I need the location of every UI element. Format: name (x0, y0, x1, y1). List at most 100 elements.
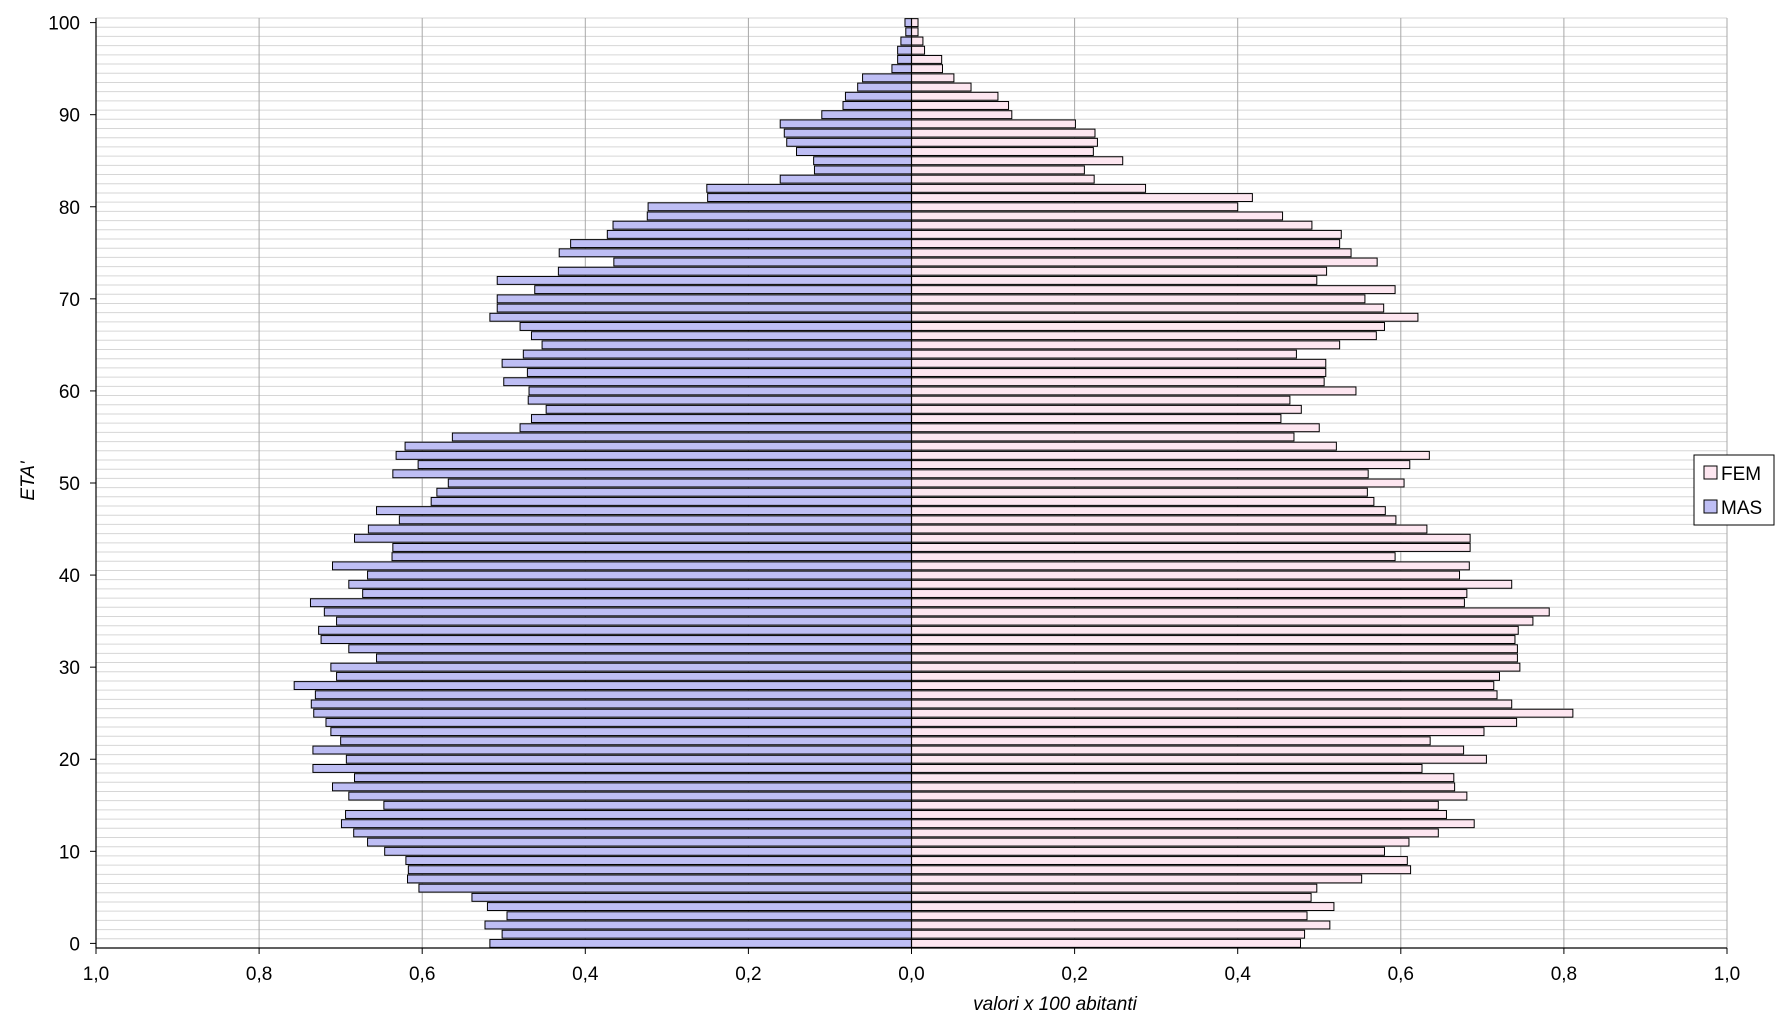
bar-mas-age-89 (779, 119, 913, 129)
bar-mas-age-32 (348, 644, 912, 654)
bar-fem-age-57 (911, 414, 1282, 424)
bar-mas-age-100 (904, 18, 913, 28)
bar-mas-age-80 (647, 202, 912, 212)
bar-mas-age-77 (606, 229, 912, 239)
legend-swatch-mas (1703, 499, 1718, 514)
bar-mas-age-25 (313, 708, 912, 718)
bar-fem-age-33 (911, 635, 1516, 644)
bar-fem-age-66 (911, 331, 1377, 341)
bar-fem-age-18 (911, 773, 1455, 783)
bar-fem-age-42 (911, 552, 1396, 562)
bar-fem-age-92 (911, 91, 999, 101)
bar-fem-age-36 (911, 607, 1550, 617)
bar-mas-age-78 (612, 220, 912, 230)
bar-mas-age-81 (707, 193, 912, 203)
bar-fem-age-75 (911, 248, 1352, 258)
bar-fem-age-95 (911, 64, 943, 74)
bar-mas-age-29 (336, 671, 912, 681)
bar-fem-age-35 (911, 616, 1534, 626)
bar-fem-age-83 (911, 174, 1095, 184)
bar-fem-age-85 (911, 156, 1124, 166)
bar-mas-age-98 (900, 36, 912, 46)
x-tick-labels: 1,0 0,8 0,6 0,4 0,2 0,0 0,2 0,4 0,6 0,8 1,0 (83, 964, 1740, 985)
bar-fem-age-64 (911, 349, 1297, 359)
bar-mas-age-74 (613, 257, 913, 267)
bar-mas-age-59 (527, 395, 913, 405)
bar-mas-age-12 (353, 828, 912, 838)
bar-fem-age-91 (911, 101, 1010, 110)
bar-fem-age-67 (911, 322, 1385, 331)
bar-fem-age-96 (911, 54, 943, 64)
bar-mas-age-68 (489, 312, 912, 322)
bar-mas-age-43 (392, 542, 913, 552)
bar-mas-age-5 (471, 892, 912, 902)
bar-fem-age-77 (911, 229, 1342, 239)
bar-fem-age-32 (911, 644, 1518, 654)
bar-mas-age-21 (312, 745, 913, 755)
bar-mas-age-97 (897, 45, 912, 55)
bar-mas-age-16 (348, 791, 912, 801)
bar-mas-age-2 (484, 920, 912, 930)
bar-mas-age-96 (897, 54, 912, 64)
bar-mas-age-8 (407, 865, 912, 875)
bar-fem-age-81 (911, 193, 1253, 203)
legend-swatch-fem (1703, 465, 1718, 480)
bar-mas-age-87 (786, 137, 913, 147)
bar-mas-age-14 (345, 810, 912, 819)
mas-bars (293, 18, 913, 948)
bar-mas-age-51 (392, 469, 913, 479)
bar-fem-age-72 (911, 275, 1318, 285)
bar-mas-age-18 (354, 773, 912, 783)
bar-fem-age-10 (911, 846, 1385, 856)
bar-fem-age-80 (911, 202, 1239, 212)
bar-mas-age-84 (813, 165, 913, 175)
legend: FEM MAS (1693, 454, 1775, 526)
x-tick-label: 0,2 (1061, 964, 1087, 985)
bar-fem-age-17 (911, 782, 1456, 792)
bar-fem-age-25 (911, 708, 1574, 718)
y-tick-label: 60 (59, 382, 80, 403)
bar-mas-age-54 (404, 441, 912, 451)
y-tick-label: 80 (59, 198, 80, 219)
bar-fem-age-3 (911, 911, 1308, 921)
bar-fem-age-16 (911, 791, 1468, 801)
y-axis-title: ETA' (18, 460, 39, 501)
bar-mas-age-57 (530, 414, 912, 424)
bar-mas-age-23 (330, 727, 912, 737)
bar-mas-age-33 (320, 635, 912, 644)
bar-fem-age-47 (911, 506, 1386, 516)
y-tick-label: 70 (59, 290, 80, 311)
bar-mas-age-17 (331, 782, 912, 792)
bar-mas-age-91 (842, 101, 912, 110)
bar-mas-age-28 (293, 681, 912, 691)
bar-mas-age-64 (522, 349, 913, 359)
legend-label-mas: MAS (1721, 498, 1762, 519)
bar-fem-age-19 (911, 763, 1423, 773)
bar-mas-age-83 (779, 174, 913, 184)
x-tick-label: 0,4 (1224, 964, 1251, 985)
bar-fem-age-54 (911, 441, 1337, 451)
bar-mas-age-0 (489, 938, 912, 948)
bar-fem-age-6 (911, 883, 1318, 893)
bar-mas-age-9 (405, 856, 912, 865)
bar-fem-age-26 (911, 699, 1513, 709)
y-tick-label: 10 (59, 842, 80, 863)
bar-fem-age-73 (911, 266, 1328, 276)
y-tick-label: 0 (69, 934, 80, 955)
x-tick-label: 0,6 (1388, 964, 1414, 985)
bar-mas-age-22 (340, 736, 912, 746)
bar-fem-age-70 (911, 294, 1366, 304)
bar-mas-age-48 (430, 496, 912, 506)
bar-mas-age-42 (391, 552, 912, 562)
bar-fem-age-50 (911, 478, 1405, 488)
bar-mas-age-39 (348, 579, 912, 589)
bar-mas-age-69 (496, 303, 912, 313)
bar-fem-age-38 (911, 589, 1468, 598)
bar-mas-age-34 (318, 625, 913, 635)
bar-mas-age-53 (395, 450, 912, 460)
bar-fem-age-55 (911, 432, 1295, 442)
bar-mas-age-95 (891, 64, 912, 74)
bar-fem-age-40 (911, 570, 1461, 580)
y-tick-labels: 0 10 20 30 40 50 60 70 80 90 100 (48, 14, 80, 956)
